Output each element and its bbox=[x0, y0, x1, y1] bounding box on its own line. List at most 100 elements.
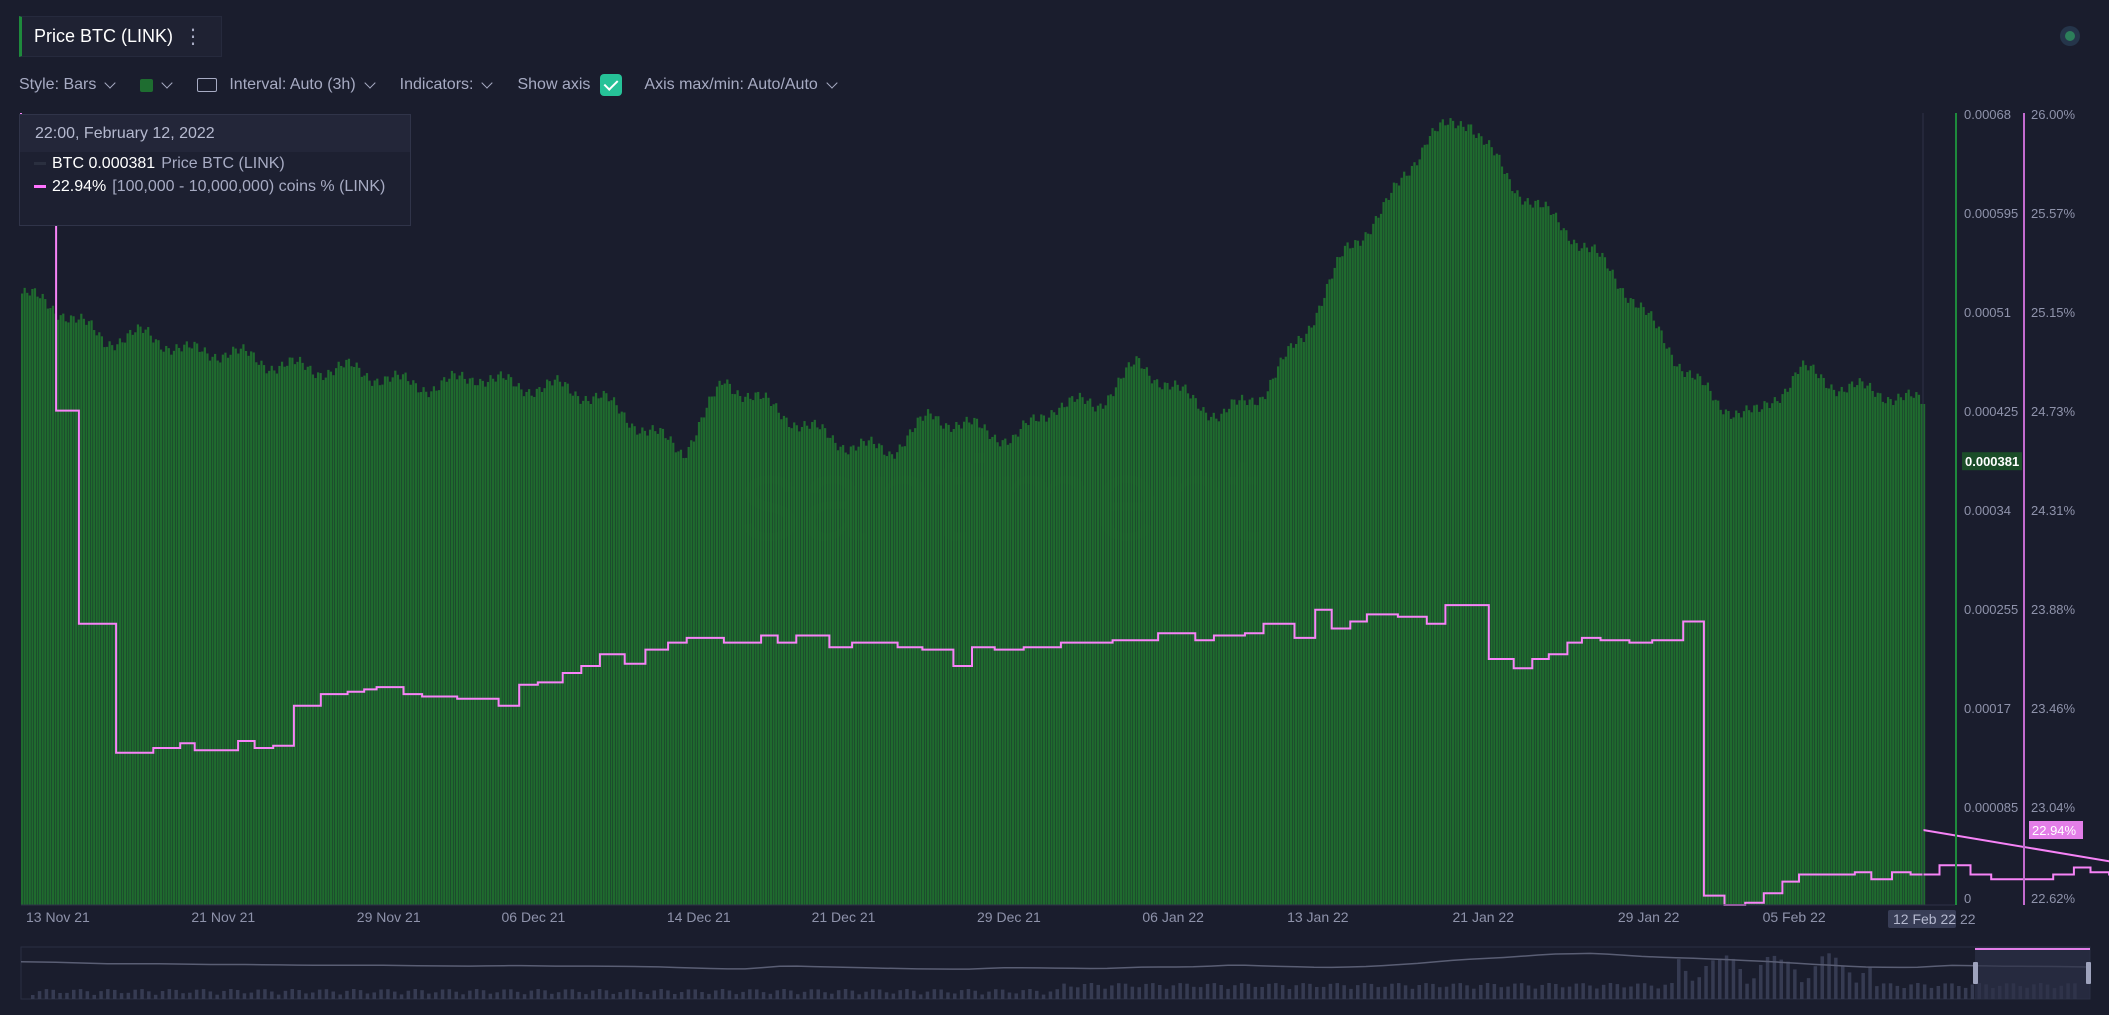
price-bar bbox=[1642, 307, 1645, 906]
indicators-dropdown[interactable]: Indicators: bbox=[400, 76, 494, 94]
price-bar bbox=[296, 361, 299, 905]
price-bar bbox=[1722, 414, 1725, 905]
price-bar bbox=[1488, 140, 1491, 905]
price-bar bbox=[638, 433, 641, 905]
interval-dropdown[interactable]: Interval: Auto (3h) bbox=[197, 76, 376, 94]
navigator-bar bbox=[365, 993, 370, 999]
price-bar bbox=[908, 429, 912, 905]
price-bar bbox=[667, 439, 670, 905]
style-dropdown[interactable]: Style: Bars bbox=[19, 76, 117, 94]
price-bar bbox=[996, 442, 999, 905]
price-bar bbox=[1351, 247, 1354, 905]
navigator-bar bbox=[1403, 985, 1408, 999]
x-axis-tick: 14 Dec 21 bbox=[667, 909, 731, 925]
price-bar bbox=[1359, 245, 1362, 905]
price-bar bbox=[273, 370, 276, 905]
price-bar bbox=[1838, 391, 1841, 905]
price-bar bbox=[1125, 367, 1128, 905]
price-bar bbox=[291, 357, 294, 905]
navigator-bar bbox=[1902, 988, 1906, 999]
price-bar bbox=[988, 439, 991, 905]
navigator-bar bbox=[1137, 987, 1141, 999]
kebab-menu-icon[interactable]: ⋮ bbox=[183, 25, 203, 48]
color-dropdown[interactable] bbox=[140, 76, 174, 92]
price-bar bbox=[1853, 387, 1856, 905]
price-bars bbox=[21, 118, 1926, 906]
navigator-bar bbox=[1410, 988, 1415, 999]
price-bar bbox=[208, 360, 212, 906]
price-bar bbox=[1696, 373, 1699, 905]
price-bar bbox=[1904, 392, 1908, 906]
navigator-bar bbox=[270, 991, 274, 999]
price-bar bbox=[100, 336, 103, 906]
price-bar bbox=[1382, 202, 1385, 905]
navigator-bar bbox=[283, 990, 288, 999]
price-bar bbox=[1614, 278, 1617, 905]
price-bar bbox=[888, 451, 891, 905]
price-bar bbox=[1114, 387, 1118, 905]
price-bar bbox=[1781, 394, 1784, 905]
price-bar bbox=[1567, 240, 1571, 906]
price-bar bbox=[947, 424, 950, 905]
price-bar bbox=[504, 379, 508, 905]
x-end-label: 12 Feb 22 bbox=[1893, 911, 1956, 927]
axis-minmax-dropdown[interactable]: Axis max/min: Auto/Auto bbox=[644, 76, 838, 94]
price-bar bbox=[1639, 302, 1643, 905]
price-bar bbox=[520, 389, 523, 905]
price-bar bbox=[1338, 257, 1341, 906]
price-bar bbox=[481, 380, 484, 906]
navigator-bar bbox=[481, 990, 486, 999]
navigator-bar bbox=[311, 992, 315, 999]
navigator-bar bbox=[556, 992, 561, 999]
navigator-bar bbox=[44, 989, 49, 999]
price-bar bbox=[1014, 434, 1017, 905]
price-bar bbox=[1397, 185, 1401, 906]
navigator-bar bbox=[577, 991, 581, 999]
price-bar bbox=[1750, 412, 1753, 905]
price-bar bbox=[1557, 222, 1560, 905]
price-bar bbox=[1588, 252, 1591, 905]
price-bar bbox=[1156, 379, 1159, 905]
price-bar bbox=[162, 351, 165, 905]
navigator-bar bbox=[1007, 992, 1012, 999]
price-bar bbox=[1390, 192, 1393, 905]
navigator-bar bbox=[1260, 987, 1264, 999]
navigator-bar bbox=[666, 990, 670, 999]
navigator-bar bbox=[194, 989, 199, 999]
price-bar bbox=[1377, 217, 1380, 905]
price-bar bbox=[306, 366, 309, 906]
price-bar bbox=[1845, 392, 1848, 905]
price-bar bbox=[445, 381, 448, 905]
price-bar bbox=[51, 305, 55, 905]
price-bar bbox=[1513, 193, 1516, 905]
show-axis-toggle[interactable]: Show axis bbox=[517, 74, 623, 96]
navigator-bar bbox=[1076, 987, 1080, 999]
navigator-bar bbox=[1595, 988, 1599, 999]
price-bar bbox=[1295, 343, 1298, 906]
navigator-bar bbox=[235, 990, 240, 999]
price-bar bbox=[93, 330, 96, 905]
show-axis-checkbox[interactable] bbox=[600, 74, 623, 96]
price-bar bbox=[1825, 387, 1828, 905]
navigator-bar bbox=[1724, 955, 1729, 999]
price-bar bbox=[713, 396, 716, 905]
navigator-bar bbox=[1895, 985, 1900, 999]
price-bar bbox=[857, 446, 860, 905]
navigator-bar bbox=[850, 990, 855, 999]
navigator-bar bbox=[1205, 983, 1210, 999]
navigator-bar bbox=[891, 993, 896, 999]
price-bar bbox=[293, 364, 297, 905]
price-bar bbox=[708, 396, 711, 905]
price-bar bbox=[1212, 412, 1215, 905]
price-bar bbox=[612, 397, 616, 905]
price-axis-tick: 0.000255 bbox=[1964, 602, 2018, 617]
price-bar bbox=[1920, 403, 1923, 905]
price-bar bbox=[1521, 204, 1524, 906]
navigator-bar bbox=[1274, 983, 1278, 999]
price-bar bbox=[1719, 409, 1722, 905]
navigator-bar bbox=[1287, 989, 1292, 999]
price-bar bbox=[1405, 175, 1408, 906]
price-bar bbox=[811, 422, 814, 905]
navigator-bar bbox=[447, 989, 452, 999]
